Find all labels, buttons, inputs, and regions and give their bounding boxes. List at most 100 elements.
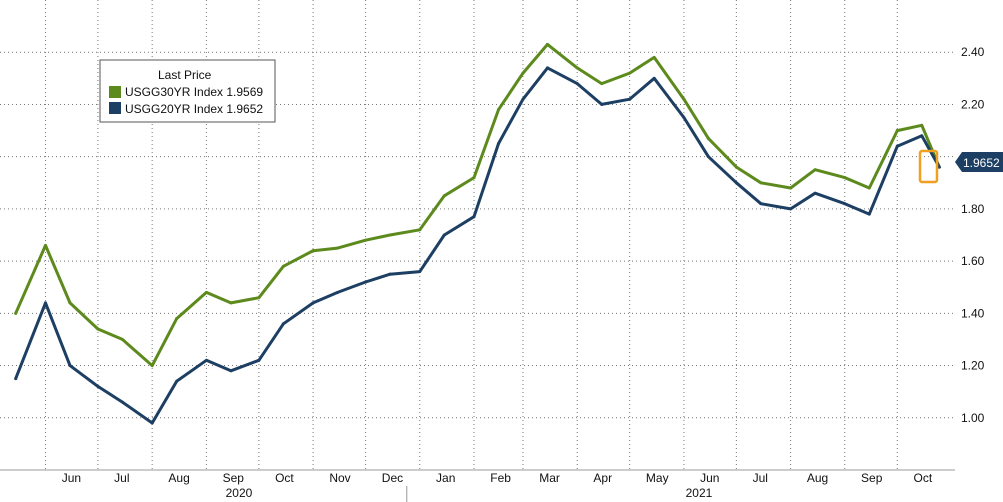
data-point-20yr xyxy=(813,191,817,195)
data-point-20yr xyxy=(734,181,738,185)
data-point-30yr xyxy=(813,168,817,172)
data-point-30yr xyxy=(682,97,686,101)
month-label: Nov xyxy=(329,471,350,485)
data-point-30yr xyxy=(545,42,549,46)
data-point-30yr xyxy=(418,228,422,232)
data-point-20yr xyxy=(867,212,871,216)
data-point-20yr xyxy=(895,144,899,148)
series-layer xyxy=(14,42,941,425)
legend-swatch-30yr xyxy=(109,86,121,98)
data-point-20yr xyxy=(937,165,941,169)
data-point-30yr xyxy=(920,123,924,127)
data-point-20yr xyxy=(789,207,793,211)
data-point-20yr xyxy=(336,290,340,294)
last-value-tag: 1.9652 xyxy=(955,152,1003,172)
data-point-30yr xyxy=(521,71,525,75)
data-point-20yr xyxy=(43,301,47,305)
month-label: Oct xyxy=(275,471,294,485)
year-label: 2021 xyxy=(686,486,713,500)
data-point-30yr xyxy=(96,327,100,331)
data-point-20yr xyxy=(521,97,525,101)
month-label: Jun xyxy=(62,471,81,485)
data-point-20yr xyxy=(204,358,208,362)
legend-swatch-20yr xyxy=(109,102,121,114)
axis-layer: 1.001.201.401.601.802.002.202.40JunJulAu… xyxy=(0,45,985,502)
y-tick-label: 1.80 xyxy=(961,202,985,216)
data-point-30yr xyxy=(867,186,871,190)
month-label: Oct xyxy=(914,471,933,485)
data-point-30yr xyxy=(175,317,179,321)
data-point-20yr xyxy=(472,215,476,219)
data-point-30yr xyxy=(734,165,738,169)
y-tick-label: 1.60 xyxy=(961,254,985,268)
data-point-30yr xyxy=(364,238,368,242)
data-point-30yr xyxy=(311,249,315,253)
data-point-30yr xyxy=(575,66,579,70)
data-point-30yr xyxy=(150,364,154,368)
data-point-30yr xyxy=(120,337,124,341)
data-point-20yr xyxy=(920,134,924,138)
data-point-30yr xyxy=(628,71,632,75)
data-point-30yr xyxy=(895,129,899,133)
data-point-30yr xyxy=(14,311,18,315)
data-point-20yr xyxy=(150,421,154,425)
month-label: Sep xyxy=(223,471,245,485)
month-label: Jun xyxy=(700,471,719,485)
data-point-30yr xyxy=(281,264,285,268)
data-point-20yr xyxy=(68,364,72,368)
data-point-30yr xyxy=(229,301,233,305)
series-line-30yr xyxy=(14,42,941,368)
data-point-20yr xyxy=(281,322,285,326)
data-point-20yr xyxy=(120,400,124,404)
legend: Last Price USGG30YR Index 1.9569 USGG20Y… xyxy=(99,59,276,123)
data-point-20yr xyxy=(175,379,179,383)
month-label: Mar xyxy=(539,471,560,485)
data-point-20yr xyxy=(496,142,500,146)
data-point-20yr xyxy=(96,384,100,388)
data-point-20yr xyxy=(14,377,18,381)
y-tick-label: 2.40 xyxy=(961,45,985,59)
data-point-20yr xyxy=(759,202,763,206)
data-point-30yr xyxy=(442,194,446,198)
legend-entry-20yr: USGG20YR Index 1.9652 xyxy=(125,102,263,116)
last-value-label: 1.9652 xyxy=(963,156,1000,170)
data-point-20yr xyxy=(364,280,368,284)
data-point-20yr xyxy=(229,369,233,373)
data-point-20yr xyxy=(418,270,422,274)
month-label: Apr xyxy=(593,471,612,485)
last-value-tag-shape xyxy=(955,152,1003,172)
data-point-30yr xyxy=(472,176,476,180)
data-point-30yr xyxy=(204,290,208,294)
month-label: Jul xyxy=(753,471,768,485)
data-point-30yr xyxy=(706,136,710,140)
data-point-20yr xyxy=(682,116,686,119)
data-point-30yr xyxy=(336,246,340,250)
data-point-30yr xyxy=(68,301,72,305)
data-point-30yr xyxy=(652,55,656,59)
series-line-20yr xyxy=(14,66,941,425)
month-label: Jan xyxy=(436,471,455,485)
month-label: Jul xyxy=(114,471,129,485)
month-label: Feb xyxy=(490,471,511,485)
year-label: 2020 xyxy=(226,486,253,500)
data-point-20yr xyxy=(311,301,315,305)
data-point-20yr xyxy=(652,76,656,80)
month-label: Dec xyxy=(382,471,403,485)
data-point-20yr xyxy=(388,272,392,276)
month-label: May xyxy=(646,471,669,485)
data-point-20yr xyxy=(575,82,579,86)
legend-entry-30yr: USGG30YR Index 1.9569 xyxy=(125,85,263,99)
data-point-20yr xyxy=(257,358,261,362)
data-point-20yr xyxy=(545,66,549,70)
data-point-30yr xyxy=(43,243,47,247)
data-point-20yr xyxy=(706,155,710,159)
data-point-30yr xyxy=(257,296,261,300)
data-point-30yr xyxy=(843,176,847,180)
data-point-30yr xyxy=(388,233,392,237)
y-tick-label: 1.40 xyxy=(961,306,985,320)
data-point-20yr xyxy=(442,233,446,237)
legend-title: Last Price xyxy=(158,68,212,82)
last-point-highlight xyxy=(918,149,939,184)
data-point-20yr xyxy=(843,202,847,206)
